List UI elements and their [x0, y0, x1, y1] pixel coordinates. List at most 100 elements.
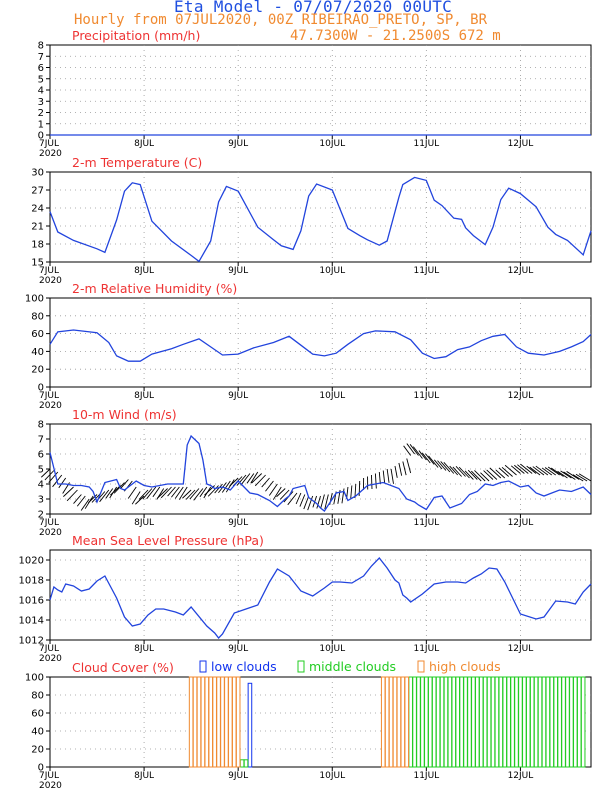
wind-arrow — [443, 461, 455, 474]
middle-cloud-bar — [427, 676, 433, 768]
middle-cloud-bar — [447, 676, 453, 768]
wind-arrow — [127, 486, 137, 499]
temperature-xtick-label: 7JUL — [39, 266, 59, 276]
pressure-series-line — [49, 557, 592, 639]
middle-cloud-bar — [490, 676, 496, 768]
middle-cloud-bar — [522, 676, 527, 768]
middle-cloud-bar — [529, 676, 535, 768]
middle-cloud-bar — [239, 759, 245, 768]
chart-title: Eta Model - 07/07/2020 00UTC — [174, 0, 453, 16]
middle-cloud-bar — [416, 676, 421, 768]
high-cloud-legend-swatch — [417, 660, 425, 673]
wind-arrow — [142, 488, 153, 500]
temperature-ytick-label: 15 — [31, 258, 44, 269]
clouds-ytick-label: 0 — [38, 763, 44, 774]
high-cloud-bar — [200, 676, 206, 768]
wind-arrow — [425, 453, 435, 465]
wind-arrow — [261, 477, 270, 488]
wind-arrow — [268, 483, 278, 496]
middle-cloud-bar — [576, 676, 582, 768]
clouds-panel-title: Cloud Cover (%) — [72, 660, 174, 675]
wind-arrow — [578, 473, 592, 482]
wind-arrow — [440, 461, 451, 473]
wind-arrow — [76, 495, 86, 507]
wind-arrow — [193, 488, 204, 501]
wind-arrow — [480, 472, 490, 482]
humidity-ytick-label: 20 — [31, 365, 44, 376]
middle-cloud-bar — [549, 676, 555, 768]
middle-cloud-bar — [510, 676, 515, 768]
wind-arrow — [510, 465, 521, 474]
wind-arrow — [105, 488, 114, 499]
clouds-ytick-label: 60 — [31, 709, 44, 720]
high-cloud-bar — [204, 676, 210, 768]
wind-arrow — [452, 466, 462, 477]
humidity-ytick-label: 0 — [38, 383, 44, 394]
wind-arrow — [303, 495, 310, 510]
pressure-ytick-label: 1014 — [19, 616, 44, 627]
middle-cloud-bar — [478, 676, 484, 768]
wind-arrow — [489, 467, 502, 479]
pressure-ytick-label: 1016 — [19, 596, 44, 607]
wind-arrow — [110, 485, 121, 496]
middle-cloud-bar — [486, 676, 492, 768]
wind-arrow — [371, 474, 373, 490]
high-cloud-bar — [228, 676, 233, 768]
clouds-frame — [49, 676, 592, 768]
wind-arrow — [532, 466, 545, 476]
clouds-year-label: 2020 — [39, 781, 62, 791]
wind-arrow — [324, 494, 329, 510]
precipitation-xtick-label: 9JUL — [228, 139, 248, 149]
wind-arrow — [390, 468, 394, 484]
middle-cloud-bar — [561, 676, 566, 768]
middle-cloud-bar — [506, 676, 511, 768]
wind-arrow — [146, 486, 157, 500]
humidity-series-line — [49, 329, 592, 362]
wind-arrow — [66, 489, 78, 502]
wind-arrow — [138, 489, 149, 500]
wind-ytick-label: 3 — [38, 495, 44, 506]
wind-arrow — [483, 470, 494, 480]
wind-arrow — [406, 458, 412, 474]
wind-arrow — [495, 469, 506, 479]
temperature-ytick-label: 30 — [31, 168, 44, 179]
middle-cloud-bar — [451, 676, 457, 768]
precipitation-ytick-label: 5 — [38, 74, 44, 85]
wind-series-line — [49, 434, 592, 512]
wind-arrow — [486, 469, 498, 480]
wind-arrow — [182, 489, 192, 499]
middle-cloud-bar — [243, 759, 249, 768]
wind-arrow — [341, 488, 345, 504]
middle-cloud-bar — [533, 676, 539, 768]
wind-arrow — [514, 464, 525, 474]
high-cloud-bar — [396, 676, 402, 768]
middle-cloud-bar — [498, 676, 504, 768]
humidity-ytick-label: 60 — [31, 329, 44, 340]
wind-arrow — [504, 464, 517, 476]
temperature-ytick-label: 18 — [31, 240, 44, 251]
wind-arrow — [498, 467, 509, 477]
high-cloud-bar — [384, 676, 390, 768]
wind-ytick-label: 4 — [38, 480, 44, 491]
wind-arrow — [350, 485, 353, 499]
middle-cloud-bar — [518, 676, 523, 768]
wind-arrow — [236, 474, 247, 486]
wind-panel-title: 10-m Wind (m/s) — [72, 407, 177, 422]
pressure-xtick-label: 11JUL — [413, 644, 439, 654]
pressure-xtick-label: 7JUL — [39, 644, 59, 654]
wind-arrow — [529, 466, 541, 476]
wind-arrow — [214, 483, 223, 494]
precipitation-xtick-label: 12JUL — [508, 139, 534, 149]
middle-cloud-bar — [420, 676, 425, 768]
middle-cloud-bar — [502, 676, 508, 768]
high-cloud-bar — [388, 676, 394, 768]
wind-arrow — [382, 470, 386, 484]
precipitation-xtick-label: 10JUL — [319, 139, 345, 149]
high-cloud-bar — [192, 676, 198, 768]
wind-arrow — [63, 486, 74, 497]
wind-arrow — [560, 470, 572, 479]
wind-xtick-label: 7JUL — [39, 518, 59, 528]
pressure-panel-title: Mean Sea Level Pressure (hPa) — [72, 533, 264, 548]
low-cloud-bar — [247, 682, 253, 768]
